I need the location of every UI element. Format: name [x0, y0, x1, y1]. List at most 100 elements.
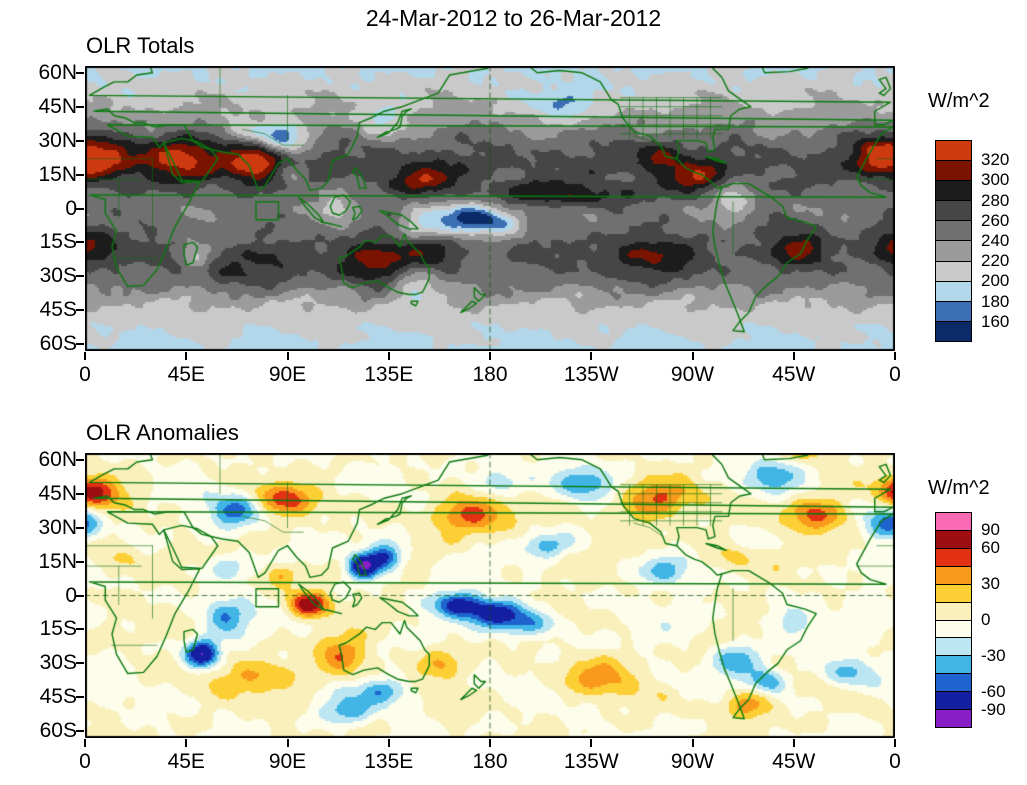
- colorbar-tick-label: 200: [981, 271, 1010, 291]
- colorbar-segment: [936, 141, 971, 162]
- x-tick-mark: [590, 352, 593, 360]
- x-tick-mark: [84, 352, 86, 360]
- x-tick-mark: [185, 739, 188, 747]
- x-axis-label: 0: [889, 363, 901, 386]
- colorbar-tick-label: 60: [981, 537, 1000, 557]
- x-axis-label: 90W: [670, 750, 715, 773]
- y-tick-mark: [76, 492, 84, 495]
- y-tick-mark: [76, 662, 84, 665]
- x-axis-label: 0: [79, 750, 91, 773]
- y-axis-label: 45N: [38, 481, 77, 505]
- colorbar-totals: [935, 140, 972, 342]
- y-axis-label: 60S: [39, 719, 77, 743]
- colorbar-title-anomalies: W/m^2: [928, 477, 990, 499]
- x-axis-label: 135W: [563, 363, 619, 386]
- colorbar-tick-label: -90: [981, 700, 1006, 719]
- colorbar-segment: [936, 692, 971, 711]
- x-tick-mark: [489, 352, 491, 360]
- y-tick-mark: [76, 105, 84, 108]
- colorbar-tick-label: 240: [981, 231, 1010, 250]
- y-tick-mark: [76, 560, 84, 563]
- x-axis-label: 180: [472, 363, 508, 386]
- x-tick-mark: [387, 352, 390, 360]
- x-tick-mark: [286, 739, 289, 747]
- x-tick-mark: [286, 352, 289, 360]
- x-tick-mark: [185, 352, 188, 360]
- x-axis-label: 45W: [772, 363, 816, 386]
- y-tick-mark: [76, 241, 84, 244]
- x-tick-mark: [792, 739, 795, 747]
- colorbar-segment: [936, 620, 971, 639]
- colorbar-segment: [936, 181, 971, 202]
- colorbar-anomalies: [935, 512, 972, 728]
- y-tick-mark: [76, 594, 84, 597]
- colorbar-tick-label: -30: [981, 645, 1006, 665]
- colorbar-segment: [936, 241, 971, 262]
- colorbar-segment: [936, 301, 971, 322]
- colorbar-segment: [936, 161, 971, 182]
- colorbar-tick-label: 30: [981, 573, 1000, 593]
- y-tick-mark: [76, 343, 84, 346]
- x-tick-mark: [792, 352, 795, 360]
- colorbar-tick-label: 90: [981, 519, 1000, 539]
- y-axis-label: 30S: [39, 264, 77, 288]
- x-tick-mark: [691, 739, 694, 747]
- x-tick-mark: [590, 739, 593, 747]
- colorbar-segment: [936, 281, 971, 302]
- colorbar-segment: [936, 201, 971, 222]
- y-tick-mark: [76, 730, 84, 733]
- x-axis-label: 90E: [268, 750, 307, 773]
- y-tick-mark: [76, 309, 84, 312]
- y-axis-label: 60S: [39, 332, 77, 356]
- y-axis-label: 60N: [38, 447, 77, 471]
- x-axis-label: 45E: [167, 750, 205, 773]
- y-tick-mark: [76, 696, 84, 699]
- x-tick-mark: [691, 352, 694, 360]
- y-tick-mark: [76, 275, 84, 278]
- y-axis-label: 45S: [39, 298, 77, 322]
- colorbar-segment: [936, 638, 971, 657]
- x-axis-label: 90E: [268, 363, 307, 386]
- x-axis-label: 135E: [364, 750, 414, 773]
- y-tick-mark: [76, 207, 84, 210]
- colorbar-segment: [936, 221, 971, 242]
- colorbar-tick-label: 320: [981, 150, 1010, 170]
- x-tick-mark: [387, 739, 390, 747]
- colorbar-segment: [936, 530, 971, 549]
- colorbar-segment: [936, 566, 971, 585]
- x-axis-label: 0: [889, 750, 901, 773]
- y-axis-label: 45N: [38, 94, 77, 118]
- y-tick-mark: [76, 139, 84, 142]
- y-axis-label: 30N: [38, 515, 77, 539]
- olr-totals-map: [85, 66, 895, 351]
- y-axis-label: 15N: [38, 162, 77, 186]
- y-tick-mark: [76, 71, 84, 74]
- x-tick-mark: [489, 739, 491, 747]
- x-tick-mark: [894, 352, 896, 360]
- colorbar-segment: [936, 261, 971, 282]
- panel-title-olr-totals: OLR Totals: [86, 33, 195, 58]
- y-axis-label: 45S: [39, 685, 77, 709]
- x-axis-label: 180: [472, 750, 508, 773]
- colorbar-tick-label: 280: [981, 190, 1010, 210]
- y-axis-label: 30S: [39, 651, 77, 675]
- y-axis-label: 0: [65, 196, 77, 220]
- colorbar-tick-label: 0: [981, 610, 991, 629]
- colorbar-tick-label: 260: [981, 210, 1010, 230]
- panel-title-olr-anomalies: OLR Anomalies: [86, 420, 239, 445]
- colorbar-tick-label: 160: [981, 311, 1010, 331]
- y-axis-label: 15N: [38, 549, 77, 573]
- x-axis-label: 135E: [364, 363, 414, 386]
- colorbar-tick-label: -60: [981, 682, 1006, 701]
- y-axis-label: 15S: [39, 617, 77, 641]
- colorbar-segment: [936, 584, 971, 603]
- colorbar-labels-totals: 320 300 280 260 240 220 200 180 160: [981, 140, 1027, 342]
- x-axis-label: 0: [79, 363, 91, 386]
- colorbar-segment: [936, 674, 971, 693]
- colorbar-segment: [936, 602, 971, 621]
- colorbar-segment: [936, 321, 971, 341]
- x-tick-mark: [894, 739, 896, 747]
- y-tick-mark: [76, 458, 84, 461]
- colorbar-labels-anomalies: 90 60 30 0 -30 -60 -90: [981, 512, 1027, 728]
- y-tick-mark: [76, 628, 84, 631]
